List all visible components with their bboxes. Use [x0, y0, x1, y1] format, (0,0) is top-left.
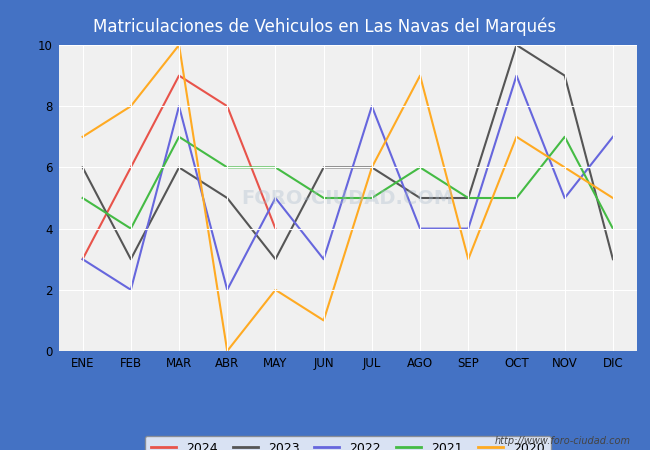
Text: FORO-CIUDAD.COM: FORO-CIUDAD.COM: [242, 189, 454, 207]
Text: http://www.foro-ciudad.com: http://www.foro-ciudad.com: [495, 436, 630, 446]
Text: Matriculaciones de Vehiculos en Las Navas del Marqués: Matriculaciones de Vehiculos en Las Nava…: [94, 18, 556, 36]
Legend: 2024, 2023, 2022, 2021, 2020: 2024, 2023, 2022, 2021, 2020: [145, 436, 551, 450]
